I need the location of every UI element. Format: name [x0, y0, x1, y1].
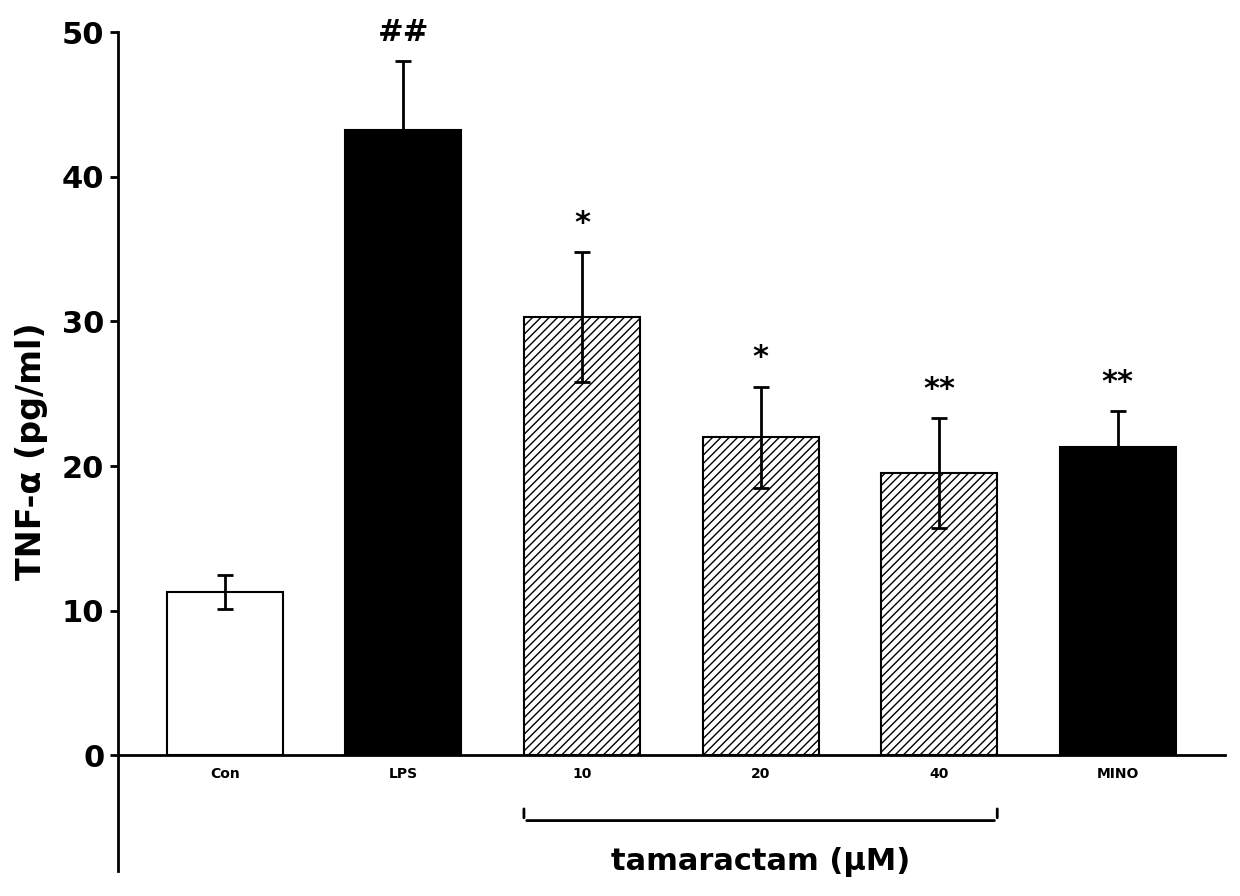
- Text: ##: ##: [378, 18, 429, 47]
- Bar: [1060, 447, 1176, 755]
- Text: tamaractam (μM): tamaractam (μM): [611, 847, 910, 876]
- Bar: [166, 592, 283, 755]
- Bar: [703, 437, 818, 755]
- Bar: [345, 131, 461, 755]
- Bar: [525, 317, 640, 755]
- Text: *: *: [753, 343, 769, 372]
- Text: **: **: [924, 375, 955, 404]
- Text: **: **: [1102, 367, 1133, 397]
- Bar: [882, 473, 997, 755]
- Text: *: *: [574, 209, 590, 237]
- Y-axis label: TNF-α (pg/ml): TNF-α (pg/ml): [15, 323, 48, 581]
